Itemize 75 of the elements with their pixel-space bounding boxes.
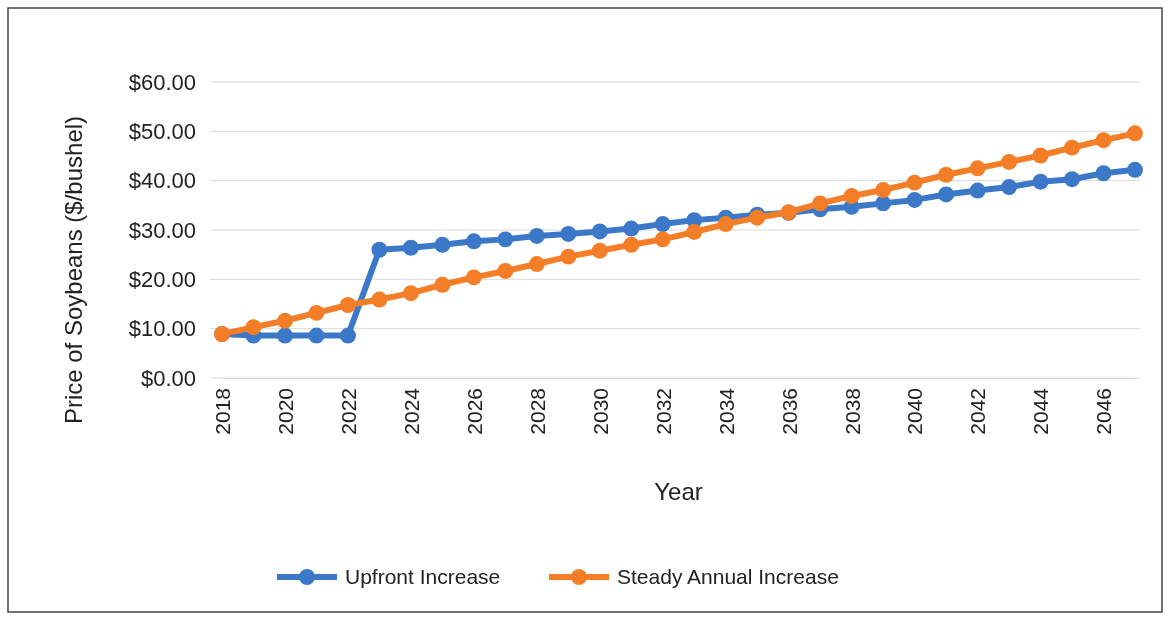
x-tick-label: 2028 <box>525 388 549 435</box>
point <box>1001 153 1018 170</box>
point <box>465 233 482 250</box>
x-tick-label: 2024 <box>399 387 423 435</box>
x-tick-label: 2030 <box>588 388 612 435</box>
point <box>623 236 640 253</box>
point <box>528 227 545 244</box>
point <box>371 241 388 258</box>
point <box>1127 161 1143 178</box>
y-tick-label: $10.00 <box>128 316 196 342</box>
point <box>1032 147 1049 164</box>
y-tick-label: $30.00 <box>128 217 196 243</box>
point <box>654 231 671 248</box>
point <box>938 186 955 203</box>
point <box>339 297 356 313</box>
x-tick-label: 2018 <box>210 388 234 435</box>
point <box>402 239 419 256</box>
x-tick-label: 2032 <box>651 388 675 435</box>
point <box>308 304 325 321</box>
y-tick-label: $40.00 <box>128 168 196 194</box>
point <box>308 327 325 344</box>
point <box>717 216 734 233</box>
point <box>497 231 514 248</box>
x-tick-label: 2020 <box>273 388 297 435</box>
point <box>1127 125 1143 142</box>
y-tick-label: $60.00 <box>128 69 196 95</box>
point <box>276 312 293 329</box>
y-tick-label: $50.00 <box>128 118 196 144</box>
x-tick-label: 2042 <box>966 388 990 435</box>
point <box>560 225 577 242</box>
point <box>1095 165 1112 182</box>
point <box>245 319 262 336</box>
x-tick-label: 2040 <box>903 388 927 435</box>
x-tick-label: 2026 <box>462 388 486 435</box>
point <box>1064 139 1081 156</box>
point <box>339 327 356 344</box>
point <box>938 166 955 183</box>
point <box>843 188 860 204</box>
point <box>906 191 923 208</box>
point <box>560 248 577 265</box>
point <box>906 174 923 191</box>
x-axis-title: Year <box>654 478 703 505</box>
legend-label: Upfront Increase <box>345 565 501 589</box>
point <box>686 224 703 240</box>
point <box>875 195 892 212</box>
y-tick-label: $20.00 <box>128 266 196 292</box>
point <box>1064 171 1081 188</box>
point <box>434 276 451 293</box>
point <box>434 236 451 253</box>
point <box>969 160 986 177</box>
x-tick-label: 2034 <box>714 387 738 435</box>
point <box>402 285 419 302</box>
y-tick-label: $0.00 <box>140 365 196 391</box>
point <box>465 269 482 286</box>
point <box>528 256 545 272</box>
point <box>497 262 514 279</box>
x-tick-label: 2046 <box>1092 388 1116 435</box>
point <box>875 182 892 198</box>
legend-label: Steady Annual Increase <box>617 565 839 589</box>
point <box>812 195 829 212</box>
point <box>623 220 640 237</box>
point <box>591 223 608 240</box>
y-axis-title: Price of Soybeans ($/bushel) <box>60 115 87 425</box>
x-tick-label: 2044 <box>1029 387 1053 435</box>
point <box>371 291 388 308</box>
point <box>591 242 608 259</box>
point <box>276 327 293 344</box>
point <box>1095 132 1112 149</box>
point <box>654 216 671 233</box>
x-tick-label: 2038 <box>840 388 864 435</box>
x-tick-label: 2022 <box>336 388 360 435</box>
point <box>969 182 986 199</box>
point <box>1032 173 1049 190</box>
x-tick-label: 2036 <box>777 388 801 435</box>
point <box>1001 179 1018 196</box>
